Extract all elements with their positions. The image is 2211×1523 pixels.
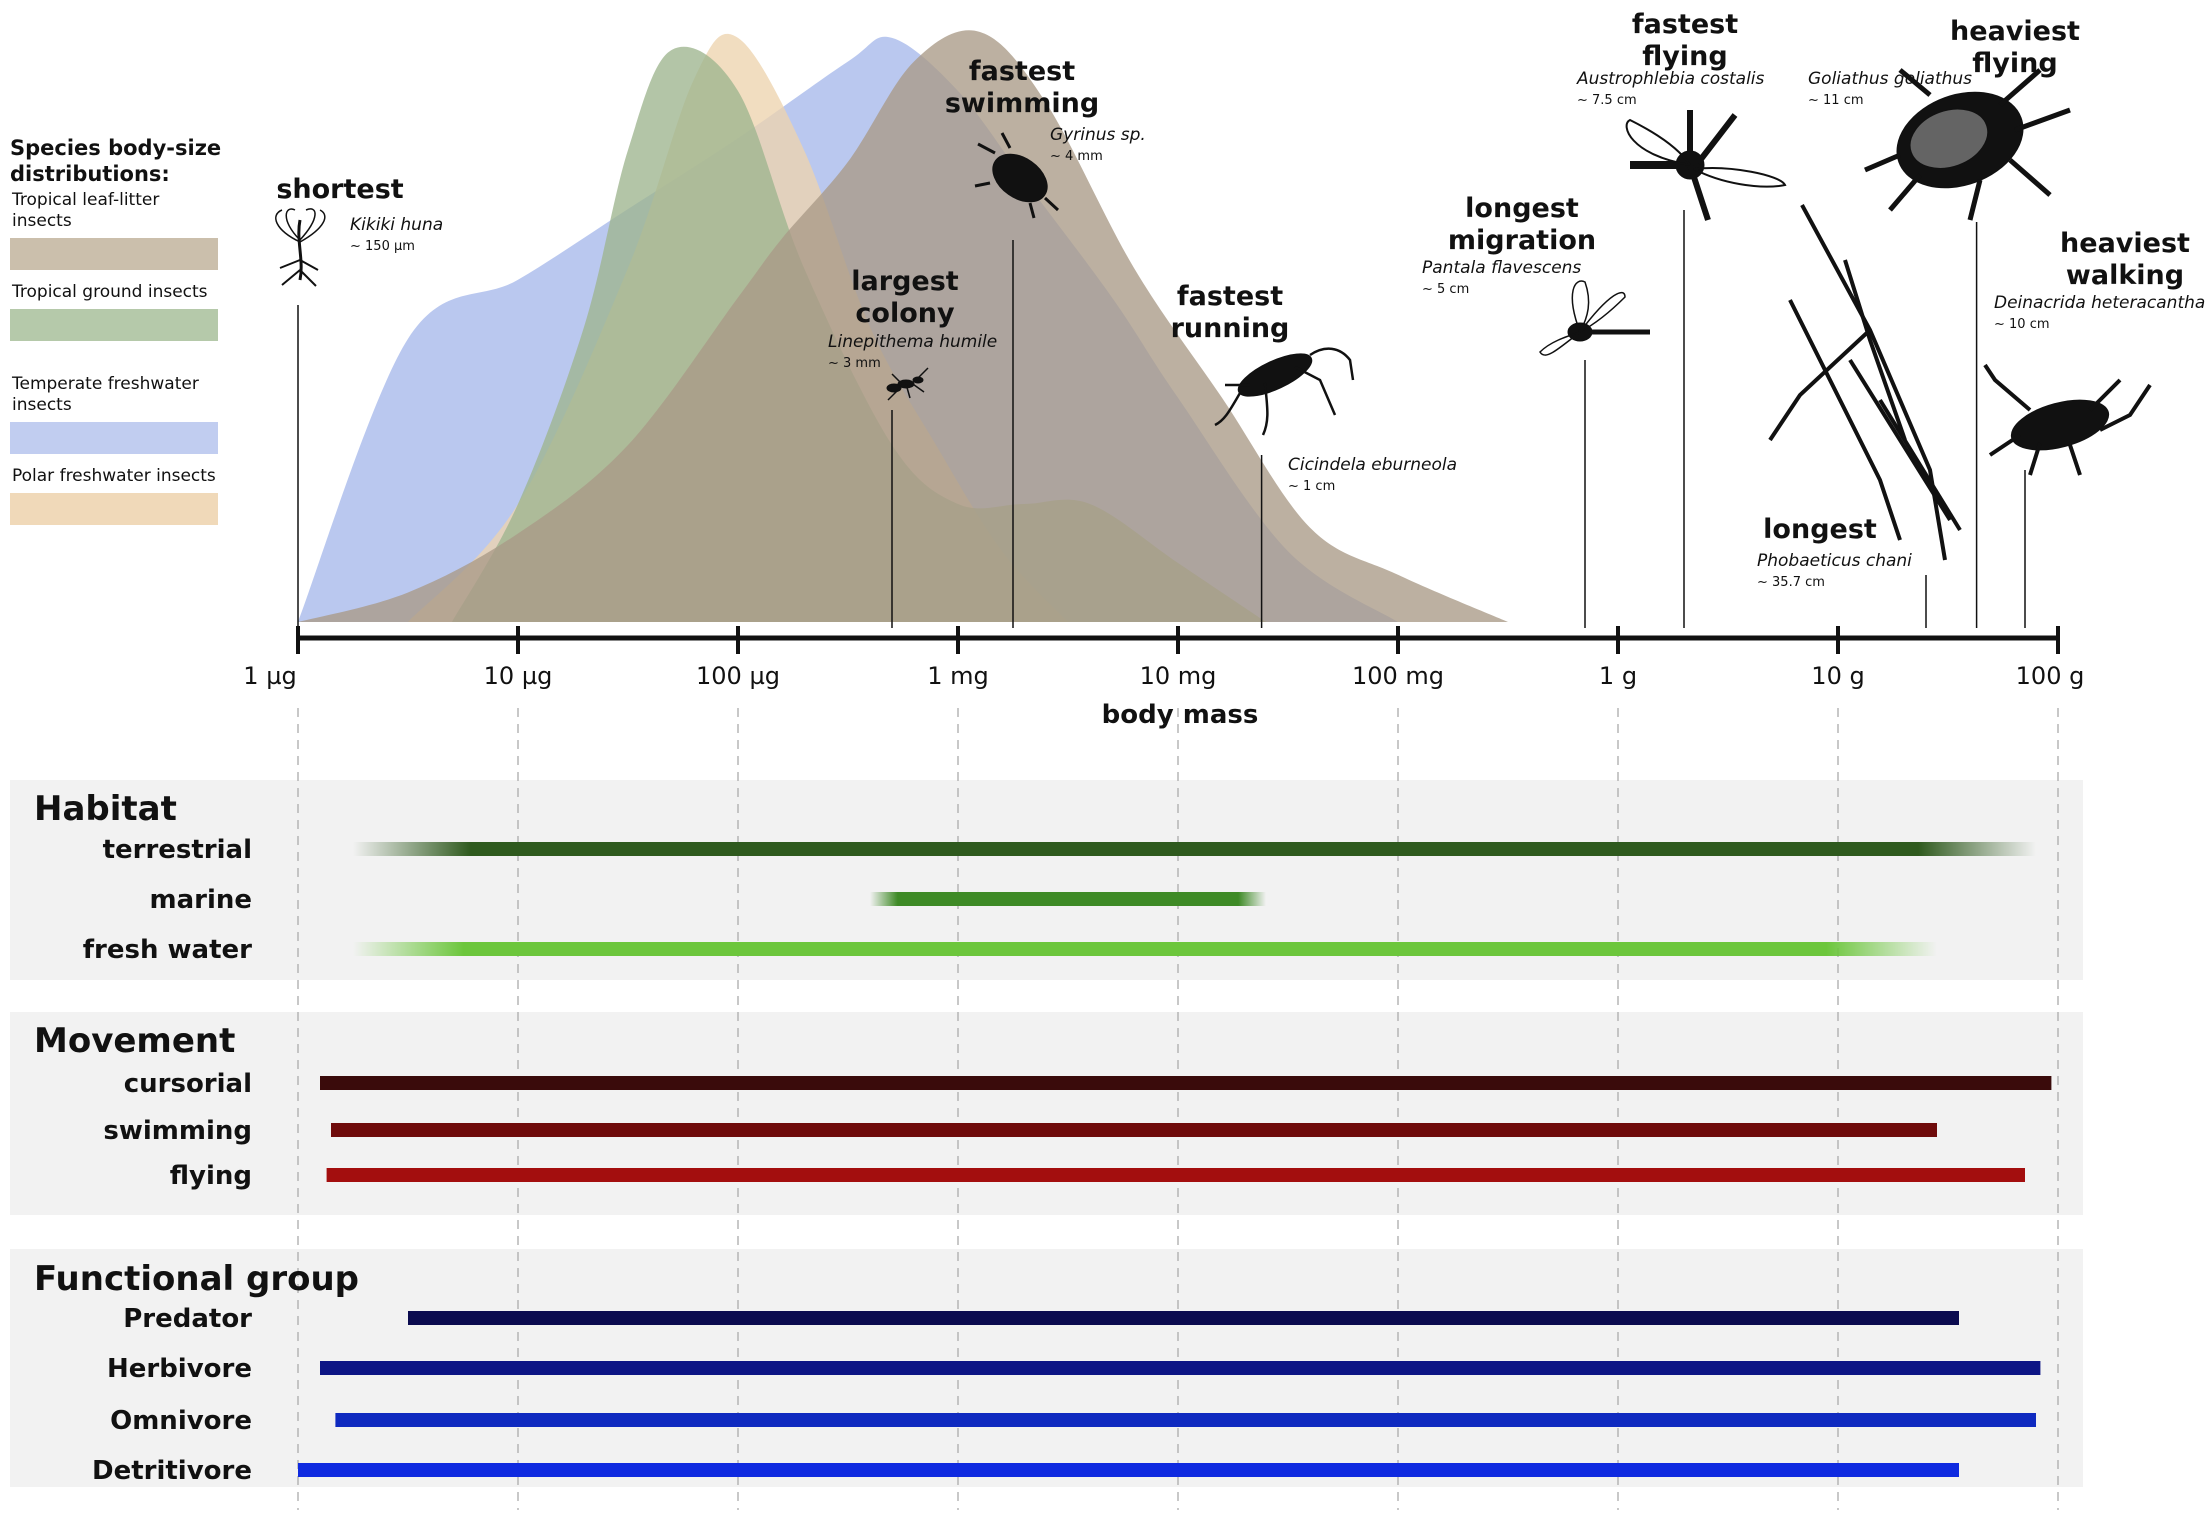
- range-bar: [320, 1076, 2052, 1090]
- dragonfly-icon: [1625, 110, 1787, 221]
- legend-label: Tropical leaf-litter: [11, 190, 159, 210]
- record-size: ~ 4 mm: [1050, 149, 1103, 164]
- x-axis-tick-label: 10 µg: [484, 662, 553, 690]
- x-axis-tick-label: 1 g: [1599, 662, 1637, 690]
- range-panels: Habitat terrestrial marine fresh water Movem…: [10, 708, 2083, 1510]
- range-label: terrestrial: [103, 835, 252, 865]
- x-axis: 1 µg 10 µg 100 µg 1 mg 10 mg 100 mg 1 g 10 g 100…: [243, 626, 2084, 690]
- ant-icon: [886, 367, 929, 401]
- goliath-beetle-icon: [1864, 68, 2071, 221]
- legend-title-line-1: Species body-size: [10, 136, 221, 160]
- range-bar: [320, 1361, 2041, 1375]
- range-label: swimming: [103, 1116, 252, 1146]
- panel-background: [10, 1012, 2083, 1215]
- record-title: flying: [1972, 48, 2057, 79]
- record-title: longest: [1763, 514, 1877, 545]
- record-species: Goliathus goliathus: [1808, 69, 1972, 89]
- stick-insect-icon: [1768, 204, 1962, 561]
- x-axis-tick-label: 100 µg: [696, 662, 780, 690]
- record-size: ~ 7.5 cm: [1577, 93, 1637, 108]
- range-bar: [298, 1463, 1959, 1477]
- range-bar: [353, 842, 2036, 856]
- weta-icon: [1983, 363, 2152, 476]
- distribution-area: [298, 30, 1508, 623]
- record-title: colony: [855, 298, 955, 329]
- record-species: Gyrinus sp.: [1050, 125, 1146, 145]
- panel-title: Movement: [34, 1021, 235, 1061]
- range-label: cursorial: [124, 1069, 252, 1099]
- distribution-areas: [298, 30, 1508, 623]
- range-label: Predator: [123, 1304, 252, 1334]
- record-species: Pantala flavescens: [1422, 258, 1581, 278]
- record-title: migration: [1448, 225, 1596, 256]
- record-title: fastest: [1177, 281, 1283, 312]
- x-axis-tick-label: 10 g: [1811, 662, 1864, 690]
- record-title: walking: [2066, 260, 2184, 291]
- record-size: ~ 3 mm: [828, 356, 881, 371]
- record-title: largest: [851, 266, 959, 297]
- record-species: Phobaeticus chani: [1757, 551, 1912, 571]
- record-annotations: shortest Kikiki huna ~ 150 µm largestcolony…: [276, 9, 2205, 628]
- record-size: ~ 11 cm: [1808, 93, 1864, 108]
- record-title: longest: [1465, 193, 1579, 224]
- range-bar: [331, 1123, 1937, 1137]
- legend-swatch: [10, 238, 218, 270]
- record-species: Linepithema humile: [828, 332, 997, 352]
- whirligig-beetle-icon: [974, 132, 1060, 219]
- range-label: Detritivore: [92, 1456, 252, 1486]
- legend-swatch: [10, 309, 218, 341]
- record-species: Austrophlebia costalis: [1576, 69, 1765, 89]
- record-size: ~ 150 µm: [350, 239, 415, 254]
- x-axis-tick-label: 100 g: [2016, 662, 2085, 690]
- range-label: Herbivore: [107, 1354, 252, 1384]
- range-label: flying: [170, 1161, 252, 1191]
- record-size: ~ 35.7 cm: [1757, 575, 1825, 590]
- record-size: ~ 5 cm: [1422, 282, 1469, 297]
- record-size: ~ 10 cm: [1994, 317, 2050, 332]
- range-label: Omnivore: [110, 1406, 252, 1436]
- legend-label: insects: [12, 211, 72, 231]
- legend-label: Temperate freshwater: [11, 374, 199, 394]
- record-title: flying: [1642, 41, 1727, 72]
- legend-swatch: [10, 493, 218, 525]
- legend-label: Polar freshwater insects: [12, 466, 216, 486]
- range-bar: [353, 942, 1937, 956]
- insect-illustrations: [275, 68, 2152, 561]
- range-bar: [408, 1311, 1959, 1325]
- record-title: fastest: [1632, 9, 1738, 40]
- record-title: shortest: [276, 174, 403, 205]
- range-bar: [326, 1168, 2026, 1182]
- record-title: fastest: [969, 56, 1075, 87]
- record-title: swimming: [945, 88, 1099, 119]
- record-title: heaviest: [2060, 228, 2190, 259]
- globe-skimmer-icon: [1539, 280, 1650, 356]
- tiger-beetle-icon: [1214, 347, 1355, 436]
- legend-label: Tropical ground insects: [11, 282, 208, 302]
- panel-title: Functional group: [34, 1259, 359, 1299]
- record-species: Cicindela eburneola: [1288, 455, 1457, 475]
- range-bar: [335, 1413, 2036, 1427]
- x-axis-tick-label: 1 µg: [243, 662, 296, 690]
- panel-title: Habitat: [34, 789, 177, 829]
- record-title: heaviest: [1950, 16, 2080, 47]
- range-bar: [870, 892, 1266, 906]
- legend-title-line-2: distributions:: [10, 162, 170, 186]
- range-label: marine: [149, 885, 252, 915]
- x-axis-title: body mass: [1102, 700, 1259, 730]
- fairyfly-icon: [275, 208, 326, 287]
- record-species: Deinacrida heteracantha: [1994, 293, 2205, 313]
- x-axis-tick-label: 100 mg: [1352, 662, 1444, 690]
- x-axis-tick-label: 1 mg: [927, 662, 989, 690]
- range-label: fresh water: [83, 935, 252, 965]
- legend-swatch: [10, 422, 218, 454]
- legend: Species body-size distributions: Tropica…: [10, 136, 221, 525]
- record-species: Kikiki huna: [350, 215, 443, 235]
- record-title: running: [1171, 313, 1290, 344]
- x-axis-tick-label: 10 mg: [1140, 662, 1217, 690]
- legend-label: insects: [12, 395, 72, 415]
- record-size: ~ 1 cm: [1288, 479, 1335, 494]
